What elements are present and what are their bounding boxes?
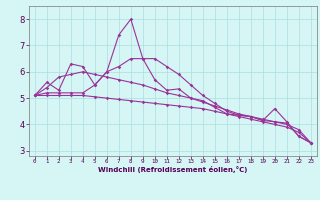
X-axis label: Windchill (Refroidissement éolien,°C): Windchill (Refroidissement éolien,°C) <box>98 166 247 173</box>
